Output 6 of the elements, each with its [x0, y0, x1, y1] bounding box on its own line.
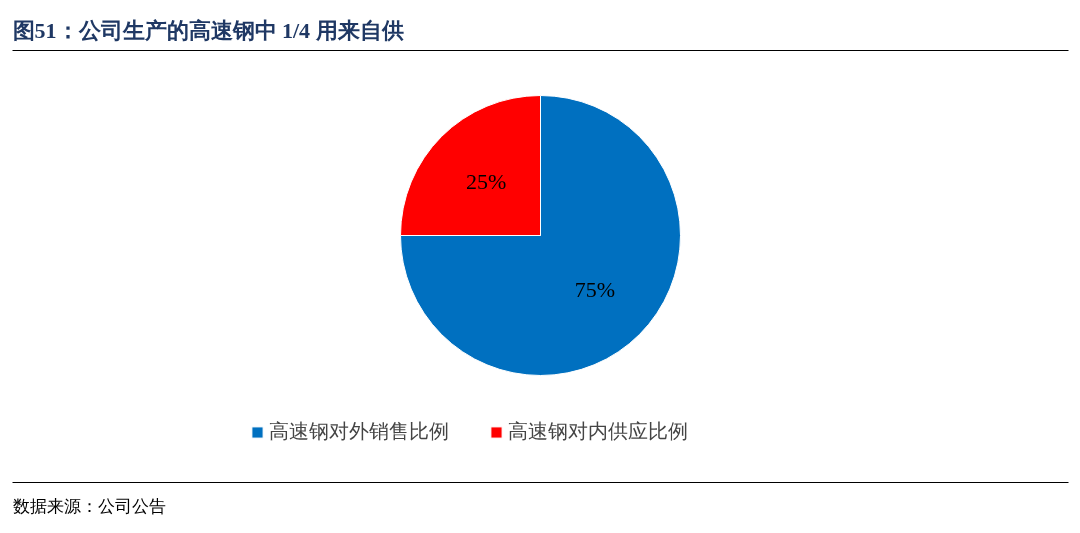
chart-title: 图51：公司生产的高速钢中 1/4 用来自供 [12, 17, 404, 43]
legend-label: 高速钢对内供应比例 [508, 418, 688, 445]
legend-label: 高速钢对外销售比例 [269, 418, 449, 445]
data-label: 25% [465, 168, 507, 194]
source-note: 数据来源：公司公告 [12, 495, 166, 516]
data-label: 75% [574, 277, 616, 303]
